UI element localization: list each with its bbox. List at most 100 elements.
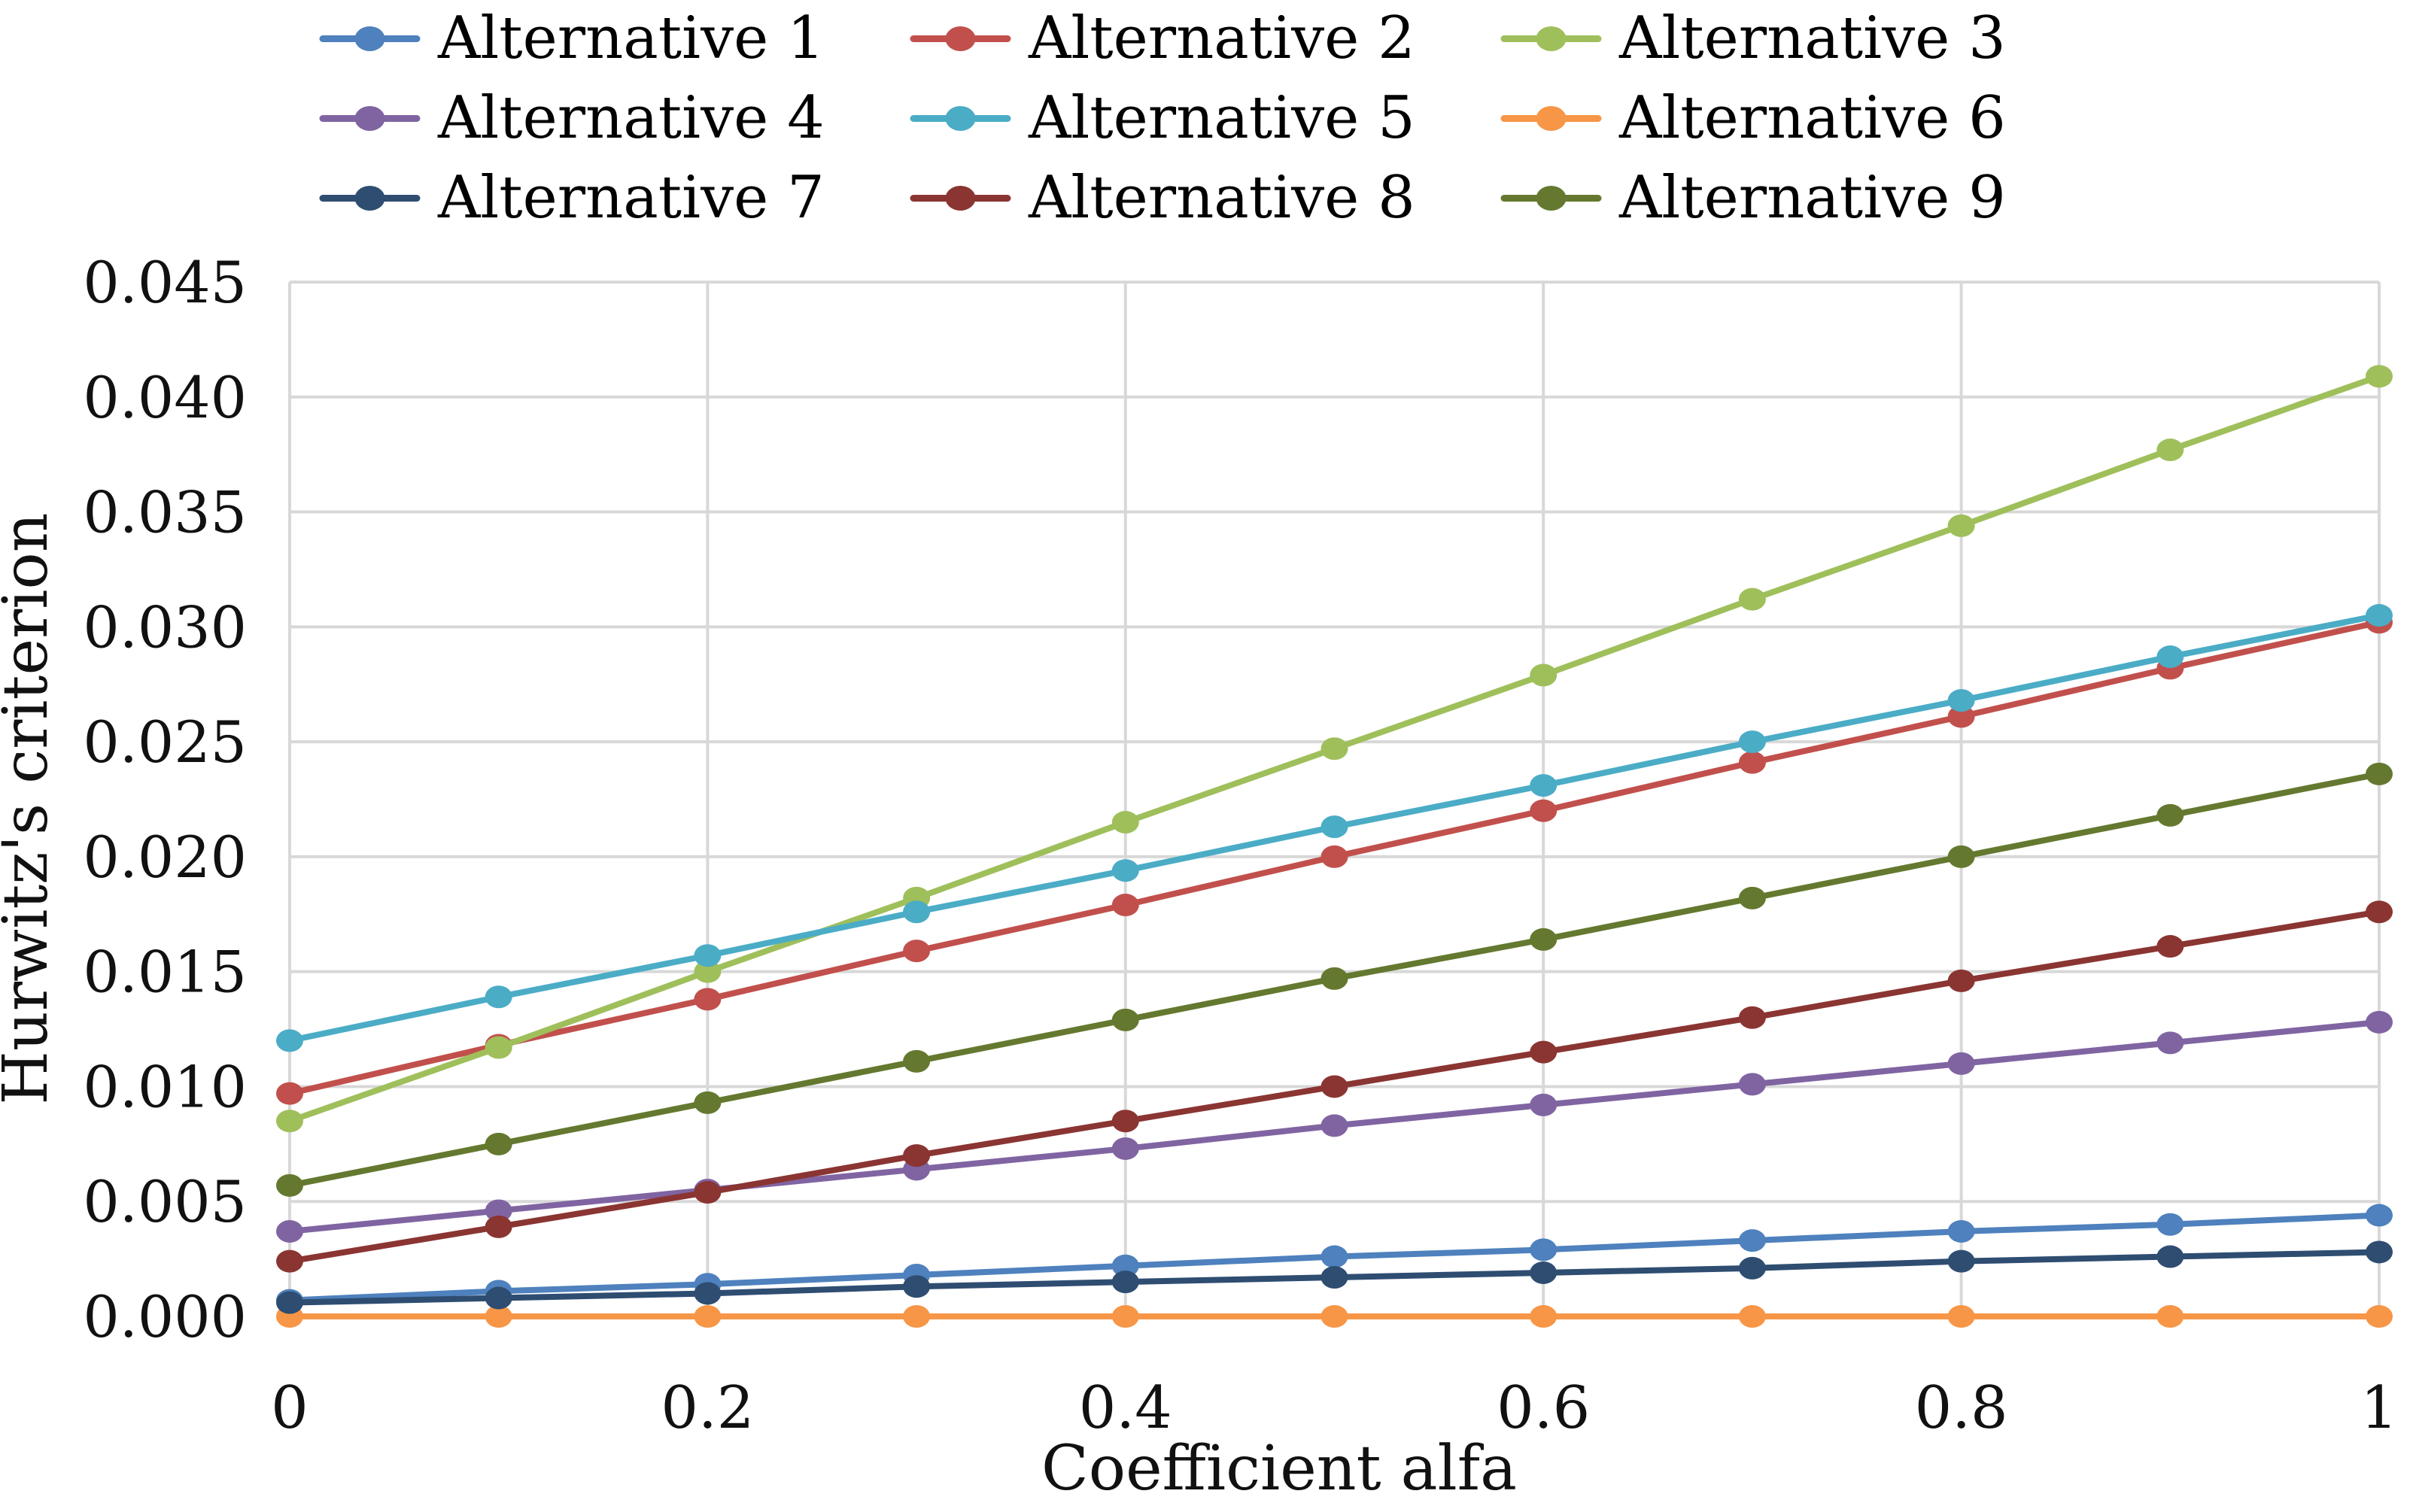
data-point-alternative-3-x0.1 [485,1036,512,1059]
data-point-alternative-9-x0.9 [2156,803,2184,827]
data-point-alternative-3-x0.5 [1320,737,1348,761]
data-point-alternative-9-x0.7 [1738,886,1766,909]
y-tick-label: 0.000 [83,1283,247,1350]
y-tick-label: 0.010 [83,1053,247,1120]
data-point-alternative-9-x0.5 [1320,967,1348,990]
legend-item-alternative-8: Alternative 8 [910,162,1500,233]
data-point-alternative-6-x0.5 [1320,1305,1348,1328]
data-point-alternative-8-x0.2 [694,1181,722,1204]
legend-marker-icon [1500,184,1601,211]
x-tick-label: 0 [271,1374,308,1442]
y-tick-label: 0.005 [83,1168,247,1235]
data-point-alternative-3-x1 [2366,365,2393,388]
y-tick-label: 0.020 [83,824,247,891]
data-point-alternative-2-x0.5 [1320,845,1348,868]
data-point-alternative-2-x0 [276,1082,303,1105]
y-tick-label: 0.025 [83,709,247,776]
legend-item-alternative-6: Alternative 6 [1500,83,2091,153]
data-point-alternative-9-x0.2 [694,1091,722,1114]
legend-item-alternative-2: Alternative 2 [910,3,1500,74]
data-point-alternative-2-x0.3 [903,940,931,963]
x-tick-label: 1 [2360,1374,2398,1442]
data-point-alternative-3-x0.4 [1111,811,1139,834]
legend-label: Alternative 9 [1619,164,2006,232]
data-point-alternative-5-x0.1 [485,985,512,1009]
data-point-alternative-5-x0 [276,1029,303,1052]
legend-marker-icon [1500,25,1601,52]
data-point-alternative-5-x0.6 [1530,774,1558,797]
data-point-alternative-3-x0.9 [2156,439,2184,462]
data-point-alternative-5-x0.9 [2156,645,2184,669]
data-point-alternative-5-x0.3 [903,900,931,924]
y-tick-label: 0.030 [83,594,247,660]
data-point-alternative-8-x0 [276,1249,303,1273]
data-point-alternative-1-x0.7 [1738,1229,1766,1252]
legend-label: Alternative 2 [1029,5,1415,72]
data-point-alternative-6-x1 [2366,1305,2393,1328]
legend-item-alternative-3: Alternative 3 [1500,3,2091,74]
data-point-alternative-5-x0.7 [1738,730,1766,754]
data-point-alternative-8-x0.4 [1111,1110,1139,1133]
legend-label: Alternative 5 [1029,84,1415,152]
legend-marker-icon [1500,105,1601,132]
data-point-alternative-5-x0.8 [1947,689,1975,712]
data-point-alternative-7-x0.9 [2156,1245,2184,1268]
data-point-alternative-5-x1 [2366,604,2393,627]
data-point-alternative-1-x0.4 [1111,1254,1139,1277]
data-point-alternative-3-x0 [276,1110,303,1133]
data-point-alternative-6-x0.1 [485,1305,512,1328]
data-point-alternative-8-x0.5 [1320,1075,1348,1098]
data-point-alternative-7-x0 [276,1291,303,1314]
data-point-alternative-1-x0.6 [1530,1238,1558,1262]
legend-marker-icon [910,184,1010,211]
x-tick-label: 0.4 [1079,1374,1172,1442]
data-point-alternative-9-x0.8 [1947,845,1975,868]
data-point-alternative-8-x0.3 [903,1144,931,1167]
data-point-alternative-4-x0.4 [1111,1137,1139,1160]
data-point-alternative-8-x0.8 [1947,969,1975,992]
legend-label: Alternative 6 [1619,84,2006,152]
data-point-alternative-4-x0.1 [485,1199,512,1222]
data-point-alternative-7-x0.6 [1530,1261,1558,1284]
data-point-alternative-9-x1 [2366,762,2393,785]
data-point-alternative-8-x0.7 [1738,1006,1766,1029]
data-point-alternative-7-x0.3 [903,1275,931,1298]
data-point-alternative-7-x1 [2366,1240,2393,1264]
series-layer [276,365,2393,1328]
data-point-alternative-4-x0.7 [1738,1073,1766,1096]
y-axis-tick-labels: 0.000 0.005 0.010 0.015 0.020 0.025 0.030 0.035… [83,249,247,1350]
legend-marker-icon [319,184,420,211]
data-point-alternative-8-x0.9 [2156,935,2184,958]
data-point-alternative-9-x0.3 [903,1049,931,1073]
data-point-alternative-3-x0.6 [1530,663,1558,687]
series-alternative-3 [276,365,2393,1133]
legend-item-alternative-1: Alternative 1 [319,3,910,74]
data-point-alternative-3-x0.7 [1738,587,1766,611]
data-point-alternative-6-x0.4 [1111,1305,1139,1328]
x-tick-label: 0.2 [661,1374,754,1442]
data-point-alternative-4-x0.9 [2156,1031,2184,1055]
legend-label: Alternative 3 [1619,5,2006,72]
gridlines [288,281,2381,1318]
data-point-alternative-7-x0.1 [485,1286,512,1310]
data-point-alternative-5-x0.2 [694,944,722,967]
data-point-alternative-4-x0 [276,1219,303,1243]
y-tick-label: 0.035 [83,479,247,546]
x-tick-label: 0.6 [1497,1374,1590,1442]
data-point-alternative-3-x0.2 [694,960,722,983]
data-point-alternative-8-x0.6 [1530,1040,1558,1064]
data-point-alternative-4-x0.8 [1947,1052,1975,1075]
legend-label: Alternative 7 [438,164,825,232]
data-point-alternative-1-x0.5 [1320,1245,1348,1268]
data-point-alternative-5-x0.4 [1111,859,1139,882]
series-alternative-8 [276,900,2393,1273]
data-point-alternative-7-x0.8 [1947,1249,1975,1273]
data-point-alternative-4-x0.5 [1320,1114,1348,1137]
data-point-alternative-1-x0.9 [2156,1213,2184,1236]
legend: Alternative 1 Alternative 2 Alternative 3 A… [319,3,2091,233]
legend-label: Alternative 4 [438,84,825,152]
y-tick-label: 0.015 [83,939,247,1006]
legend-item-alternative-5: Alternative 5 [910,83,1500,153]
y-axis-title: Hurwitz's criterion [0,512,62,1104]
